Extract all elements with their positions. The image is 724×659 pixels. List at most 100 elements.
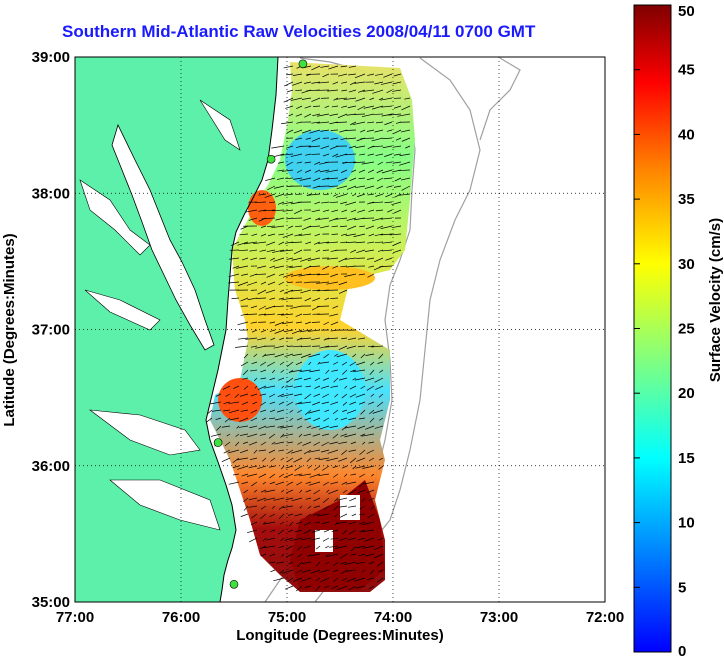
velocity-vector [349,361,357,366]
velocity-vector [312,401,321,406]
velocity-vector [349,393,357,398]
velocity-vector [339,377,348,381]
velocity-vector [232,457,240,464]
velocity-vector [251,513,258,519]
velocity-vector [314,201,321,205]
velocity-vector [350,457,357,464]
velocity-vector [224,417,231,423]
velocity-vector [292,353,303,356]
velocity-vector [278,449,285,452]
velocity-vector [279,521,285,525]
velocity-vector [374,129,384,133]
velocity-vector [358,89,366,93]
velocity-vector [352,369,366,373]
velocity-vector [305,385,312,388]
velocity-vector [326,457,339,462]
velocity-vector [356,457,366,462]
velocity-vector [310,569,321,574]
velocity-vector [307,505,312,509]
velocity-vector [281,169,294,172]
velocity-vector [341,209,348,213]
velocity-vector [257,385,267,391]
velocity-vector [368,457,375,462]
velocity-vector [268,449,276,454]
velocity-vector [274,353,285,358]
velocity-vector [340,561,348,565]
velocity-vector [272,209,285,212]
velocity-vector [308,353,321,358]
velocity-vector [374,233,384,237]
velocity-vector [257,289,267,295]
velocity-vector [361,113,375,118]
velocity-vector [259,249,267,252]
velocity-vector [369,201,384,204]
velocity-vector [334,513,339,518]
velocity-vector [260,377,267,380]
velocity-vector [345,153,357,156]
velocity-vector [357,489,366,494]
velocity-vector [315,249,321,253]
velocity-vector [248,465,258,469]
velocity-vector [311,137,321,142]
velocity-vector [312,297,321,302]
velocity-vector [352,353,357,358]
velocity-vector [389,233,402,236]
velocity-vector [287,481,294,486]
velocity-vector [283,329,294,333]
velocity-vector [330,129,339,131]
velocity-vector [303,521,312,526]
velocity-vector [346,569,357,572]
velocity-vector [326,241,339,244]
velocity-vector [355,561,366,565]
velocity-vector [242,369,249,376]
velocity-vector [245,337,258,340]
velocity-vector [305,481,312,484]
velocity-vector [320,577,330,583]
velocity-vector [269,561,276,564]
y-tick-label: 35:00 [32,594,70,611]
velocity-vector [350,249,357,253]
velocity-vector [297,561,303,568]
velocity-vector [330,137,339,140]
velocity-vector [294,465,303,471]
velocity-vector [242,377,249,380]
velocity-vector [386,89,393,94]
velocity-vector [400,129,411,133]
velocity-vector [330,321,339,326]
velocity-vector [281,121,294,125]
velocity-vector [377,361,384,364]
velocity-vector [279,249,294,252]
velocity-vector [274,441,285,445]
velocity-vector [329,425,339,428]
velocity-vector [337,113,348,119]
velocity-vector [273,257,285,262]
velocity-vector [255,273,267,275]
velocity-vector [223,449,231,454]
velocity-vector [385,193,393,198]
velocity-vector [311,209,321,213]
velocity-vector [380,97,393,101]
velocity-vector [339,513,348,518]
velocity-vector [366,489,375,494]
velocity-vector [303,281,312,284]
velocity-vector [378,569,384,573]
velocity-vector [235,345,249,348]
velocity-vector [333,377,339,383]
velocity-vector [300,345,312,348]
velocity-vector [320,201,330,204]
velocity-vector [270,529,276,532]
velocity-vector [387,209,393,213]
velocity-vector [325,545,330,549]
velocity-vector [393,105,402,109]
velocity-vector [313,417,321,422]
velocity-vector [336,353,348,358]
velocity-vector [367,513,375,519]
velocity-vector [272,249,285,253]
velocity-vector [270,569,276,573]
velocity-vector [241,481,249,485]
velocity-vector [265,305,276,310]
velocity-vector [321,465,330,471]
velocity-vector [369,369,375,376]
velocity-vector [288,113,294,117]
